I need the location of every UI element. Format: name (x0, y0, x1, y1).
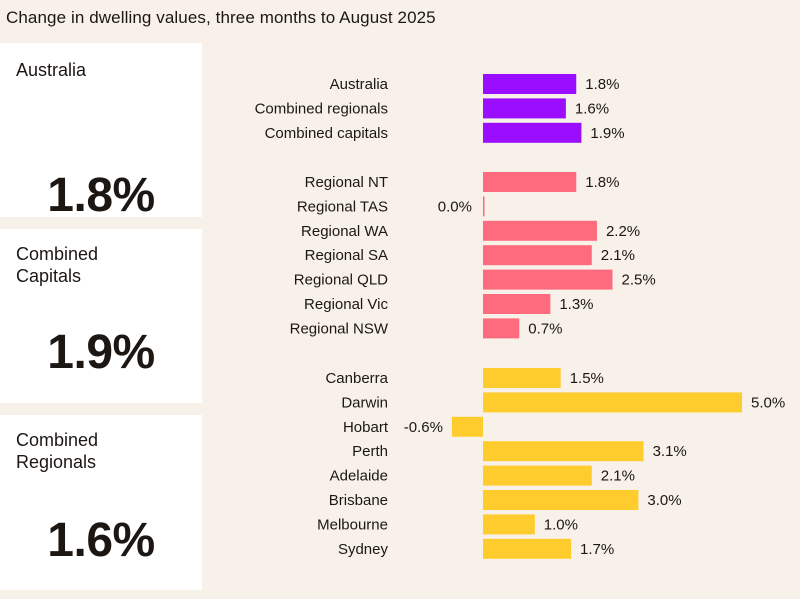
bar-canberra (483, 368, 561, 388)
combined-regionals-card: Combined Regionals 1.6% (0, 415, 202, 590)
bar-hobart (451, 416, 483, 437)
chart-title: Change in dwelling values, three months … (6, 8, 436, 27)
bar-regional-tas (483, 196, 485, 217)
value-label-canberra: 1.5% (570, 370, 604, 387)
value-label-perth: 3.1% (653, 443, 687, 460)
value-label-brisbane: 3.0% (647, 492, 681, 509)
category-label-combined-regionals: Combined regionals (255, 100, 388, 117)
bar-brisbane (483, 490, 639, 510)
australia-card-value: 1.8% (47, 169, 155, 222)
value-label-regional-wa: 2.2% (606, 223, 640, 240)
bar-darwin (483, 392, 742, 413)
category-label-sydney: Sydney (338, 541, 389, 558)
combined-capitals-card: Combined Capitals 1.9% (0, 229, 202, 403)
value-label-combined-regionals: 1.6% (575, 100, 609, 117)
bar-regional-sa (483, 245, 592, 266)
bar-melbourne (483, 514, 535, 535)
bar-australia (483, 74, 577, 94)
bar-regional-nt (483, 172, 577, 192)
category-label-australia: Australia (330, 76, 389, 93)
bar-combined-capitals (483, 122, 582, 143)
bar-regional-nsw (483, 318, 520, 339)
bar-adelaide (483, 465, 592, 486)
combined-capitals-card-label: Combined Capitals (16, 244, 99, 286)
value-label-regional-nsw: 0.7% (528, 320, 562, 337)
category-label-canberra: Canberra (325, 370, 388, 387)
category-label-regional-vic: Regional Vic (304, 296, 388, 313)
bar-regional-vic (483, 294, 551, 314)
category-label-darwin: Darwin (341, 394, 388, 411)
category-label-melbourne: Melbourne (317, 516, 388, 533)
value-label-combined-capitals: 1.9% (590, 125, 624, 142)
value-label-australia: 1.8% (585, 76, 619, 93)
value-label-regional-vic: 1.3% (559, 296, 593, 313)
bar-regional-wa (483, 220, 597, 241)
value-label-regional-sa: 2.1% (601, 247, 635, 264)
value-label-regional-tas: 0.0% (438, 198, 472, 215)
category-label-regional-sa: Regional SA (305, 247, 388, 264)
combined-capitals-card-value: 1.9% (47, 326, 155, 379)
bar-sydney (483, 538, 572, 559)
value-label-regional-nt: 1.8% (585, 174, 619, 191)
category-label-brisbane: Brisbane (329, 492, 388, 509)
category-label-regional-wa: Regional WA (301, 223, 388, 240)
value-label-adelaide: 2.1% (601, 468, 635, 485)
category-label-regional-nt: Regional NT (305, 174, 388, 191)
combined-regionals-card-value: 1.6% (47, 514, 155, 567)
category-label-regional-tas: Regional TAS (297, 198, 388, 215)
value-label-regional-qld: 2.5% (622, 272, 656, 289)
value-label-melbourne: 1.0% (544, 516, 578, 533)
category-label-combined-capitals: Combined capitals (265, 125, 388, 142)
bar-combined-regionals (483, 98, 566, 119)
bar-regional-qld (483, 269, 613, 290)
category-label-adelaide: Adelaide (330, 468, 388, 485)
australia-card: Australia 1.8% (0, 43, 202, 222)
category-label-perth: Perth (352, 443, 388, 460)
combined-regionals-card-label: Combined Regionals (16, 430, 99, 472)
value-label-sydney: 1.7% (580, 541, 614, 558)
category-label-regional-qld: Regional QLD (294, 272, 388, 289)
category-label-regional-nsw: Regional NSW (290, 320, 389, 337)
bar-perth (483, 441, 644, 462)
value-label-hobart: -0.6% (404, 419, 443, 436)
value-label-darwin: 5.0% (751, 394, 785, 411)
category-label-hobart: Hobart (343, 419, 389, 436)
australia-card-label: Australia (16, 60, 87, 80)
